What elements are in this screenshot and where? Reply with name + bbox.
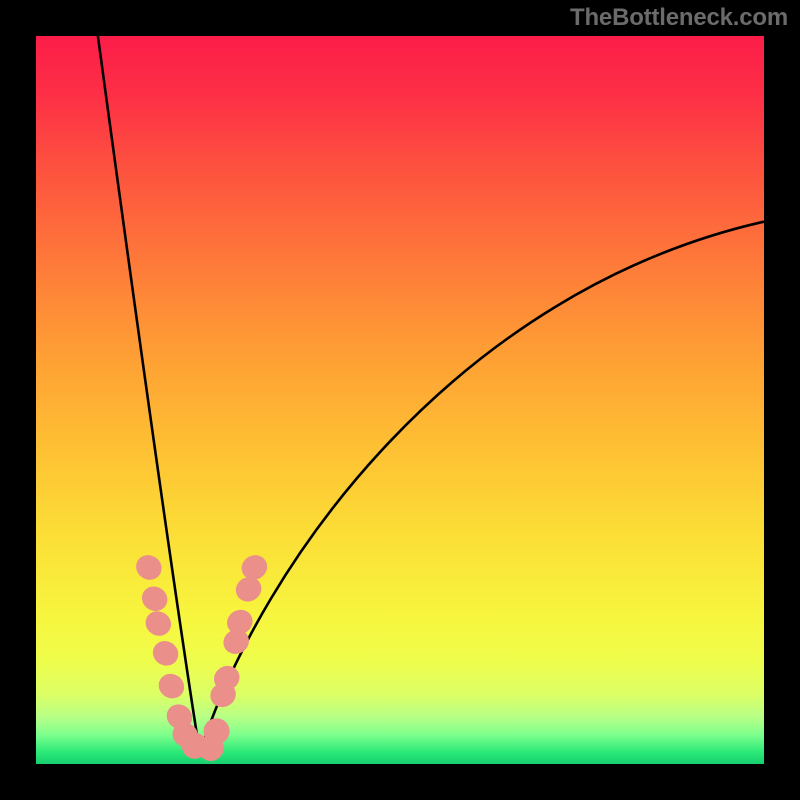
- chart-container: TheBottleneck.com: [0, 0, 800, 800]
- scatter-dot: [204, 718, 230, 744]
- plot-background: [36, 36, 764, 764]
- bottleneck-curve-chart: [0, 0, 800, 800]
- watermark-text: TheBottleneck.com: [570, 4, 788, 32]
